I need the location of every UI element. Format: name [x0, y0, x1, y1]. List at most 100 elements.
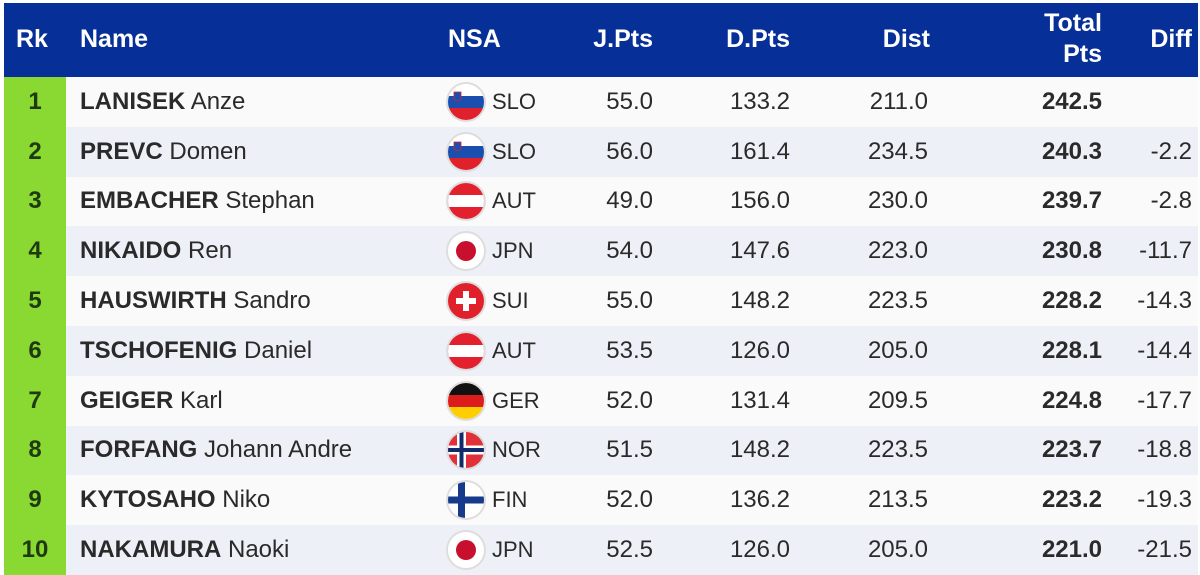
distance-points: 156.0: [729, 187, 790, 215]
table-row[interactable]: 7 GEIGER Karl GER 52.0 131.4 209.5 224.8…: [4, 375, 1198, 426]
austria-flag-icon: [448, 332, 484, 369]
table-row[interactable]: 10 NAKAMURA Naoki JPN 52.5 126.0 205.0 2…: [4, 525, 1198, 575]
nsa-code: AUT: [492, 188, 536, 214]
distance: 211.0: [869, 87, 928, 115]
rank-cell: 3: [4, 176, 66, 227]
judge-points: 52.5: [606, 536, 653, 564]
header-dist[interactable]: Dist: [882, 25, 930, 53]
judge-points: 52.0: [606, 386, 653, 414]
athlete-name[interactable]: TSCHOFENIG Daniel: [80, 337, 312, 365]
rank-cell: 7: [4, 375, 66, 426]
rank-cell: 5: [4, 276, 66, 326]
last-name: EMBACHER: [80, 187, 219, 215]
total-points: 228.1: [1041, 336, 1102, 364]
first-name: Stephan: [225, 187, 315, 215]
first-name: Ren: [188, 237, 233, 265]
distance: 213.5: [867, 486, 928, 514]
judge-points: 55.0: [606, 287, 653, 315]
table-header: Rk Name NSA J.Pts D.Pts Dist Total Pts Di…: [4, 3, 1198, 77]
last-name: FORFANG: [80, 436, 198, 464]
distance-points: 161.4: [729, 137, 790, 165]
athlete-name[interactable]: HAUSWIRTH Sandro: [80, 287, 311, 315]
distance-points: 147.6: [729, 237, 790, 265]
rank-cell: 1: [4, 77, 66, 127]
distance: 205.0: [867, 336, 928, 364]
athlete-name[interactable]: KYTOSAHO Niko: [80, 486, 270, 514]
judge-points: 54.0: [606, 237, 653, 265]
athlete-name[interactable]: LANISEK Anze: [80, 88, 245, 116]
distance-points: 148.2: [729, 436, 790, 464]
athlete-name[interactable]: GEIGER Karl: [80, 387, 223, 415]
last-name: PREVC: [80, 137, 163, 165]
rank-cell: 4: [4, 226, 66, 277]
distance: 223.0: [867, 237, 928, 265]
header-name[interactable]: Name: [80, 25, 149, 53]
switzerland-flag-icon: [448, 283, 484, 320]
total-points: 223.7: [1041, 436, 1102, 464]
table-row[interactable]: 1 LANISEK Anze SLO 55.0 133.2 211.0 242.…: [4, 77, 1198, 127]
table-row[interactable]: 4 NIKAIDO Ren JPN 54.0 147.6 223.0 230.8…: [4, 226, 1198, 277]
nsa-code: FIN: [492, 487, 528, 513]
nsa-code: SLO: [492, 138, 537, 164]
table-row[interactable]: 6 TSCHOFENIG Daniel AUT 53.5 126.0 205.0…: [4, 325, 1198, 376]
first-name: Domen: [169, 137, 247, 165]
rank-cell: 9: [4, 475, 66, 526]
last-name: TSCHOFENIG: [80, 336, 238, 364]
germany-flag-icon: [448, 382, 484, 419]
japan-flag-icon: [448, 532, 484, 569]
last-name: HAUSWIRTH: [80, 287, 227, 315]
diff: -2.8: [1150, 187, 1192, 215]
header-diff[interactable]: Diff: [1150, 25, 1192, 53]
header-nsa[interactable]: NSA: [448, 25, 501, 53]
total-points: 221.0: [1041, 536, 1102, 564]
distance-points: 148.2: [729, 287, 790, 315]
rank-cell: 6: [4, 325, 66, 376]
diff: -17.7: [1137, 386, 1192, 414]
distance: 223.5: [867, 287, 928, 315]
nsa-code: JPN: [492, 238, 534, 264]
rank-cell: 2: [4, 126, 66, 177]
diff: -21.5: [1137, 536, 1192, 564]
athlete-name[interactable]: NIKAIDO Ren: [80, 237, 232, 265]
table-row[interactable]: 8 FORFANG Johann Andre NOR 51.5 148.2 22…: [4, 425, 1198, 476]
header-rank[interactable]: Rk: [16, 25, 48, 53]
header-dpts[interactable]: D.Pts: [726, 25, 790, 53]
rank-cell: 8: [4, 425, 66, 476]
distance-points: 133.2: [729, 87, 790, 115]
athlete-name[interactable]: EMBACHER Stephan: [80, 187, 315, 215]
nsa-code: SLO: [492, 88, 537, 114]
distance: 230.0: [867, 187, 928, 215]
athlete-name[interactable]: FORFANG Johann Andre: [80, 436, 352, 464]
diff: -19.3: [1137, 486, 1192, 514]
norway-flag-icon: [448, 432, 484, 469]
nsa-code: SUI: [492, 288, 529, 314]
distance: 234.5: [867, 137, 928, 165]
diff: -18.8: [1137, 436, 1192, 464]
table-row[interactable]: 3 EMBACHER Stephan AUT 49.0 156.0 230.0 …: [4, 176, 1198, 227]
last-name: LANISEK: [80, 87, 186, 115]
first-name: Sandro: [233, 287, 311, 315]
table-row[interactable]: 2 PREVC Domen SLO 56.0 161.4 234.5 240.3…: [4, 126, 1198, 177]
table-row[interactable]: 5 HAUSWIRTH Sandro SUI 55.0 148.2 223.5 …: [4, 276, 1198, 326]
distance: 223.5: [867, 436, 928, 464]
first-name: Johann Andre: [204, 436, 353, 464]
athlete-name[interactable]: PREVC Domen: [80, 138, 247, 166]
japan-flag-icon: [448, 233, 484, 270]
total-points: 230.8: [1041, 237, 1102, 265]
header-jpts[interactable]: J.Pts: [593, 25, 653, 53]
judge-points: 55.0: [606, 87, 653, 115]
first-name: Anze: [190, 87, 246, 115]
table-row[interactable]: 9 KYTOSAHO Niko FIN 52.0 136.2 213.5 223…: [4, 475, 1198, 526]
first-name: Naoki: [228, 536, 290, 564]
header-total[interactable]: Total Pts: [1044, 9, 1102, 68]
last-name: NIKAIDO: [80, 237, 182, 265]
judge-points: 56.0: [606, 137, 653, 165]
distance-points: 126.0: [729, 336, 790, 364]
total-points: 242.5: [1041, 87, 1102, 115]
distance: 205.0: [867, 536, 928, 564]
last-name: KYTOSAHO: [80, 486, 216, 514]
diff: -14.3: [1137, 287, 1192, 315]
athlete-name[interactable]: NAKAMURA Naoki: [80, 536, 289, 564]
first-name: Niko: [222, 486, 271, 514]
results-table: Rk Name NSA J.Pts D.Pts Dist Total Pts Di…: [4, 3, 1198, 575]
